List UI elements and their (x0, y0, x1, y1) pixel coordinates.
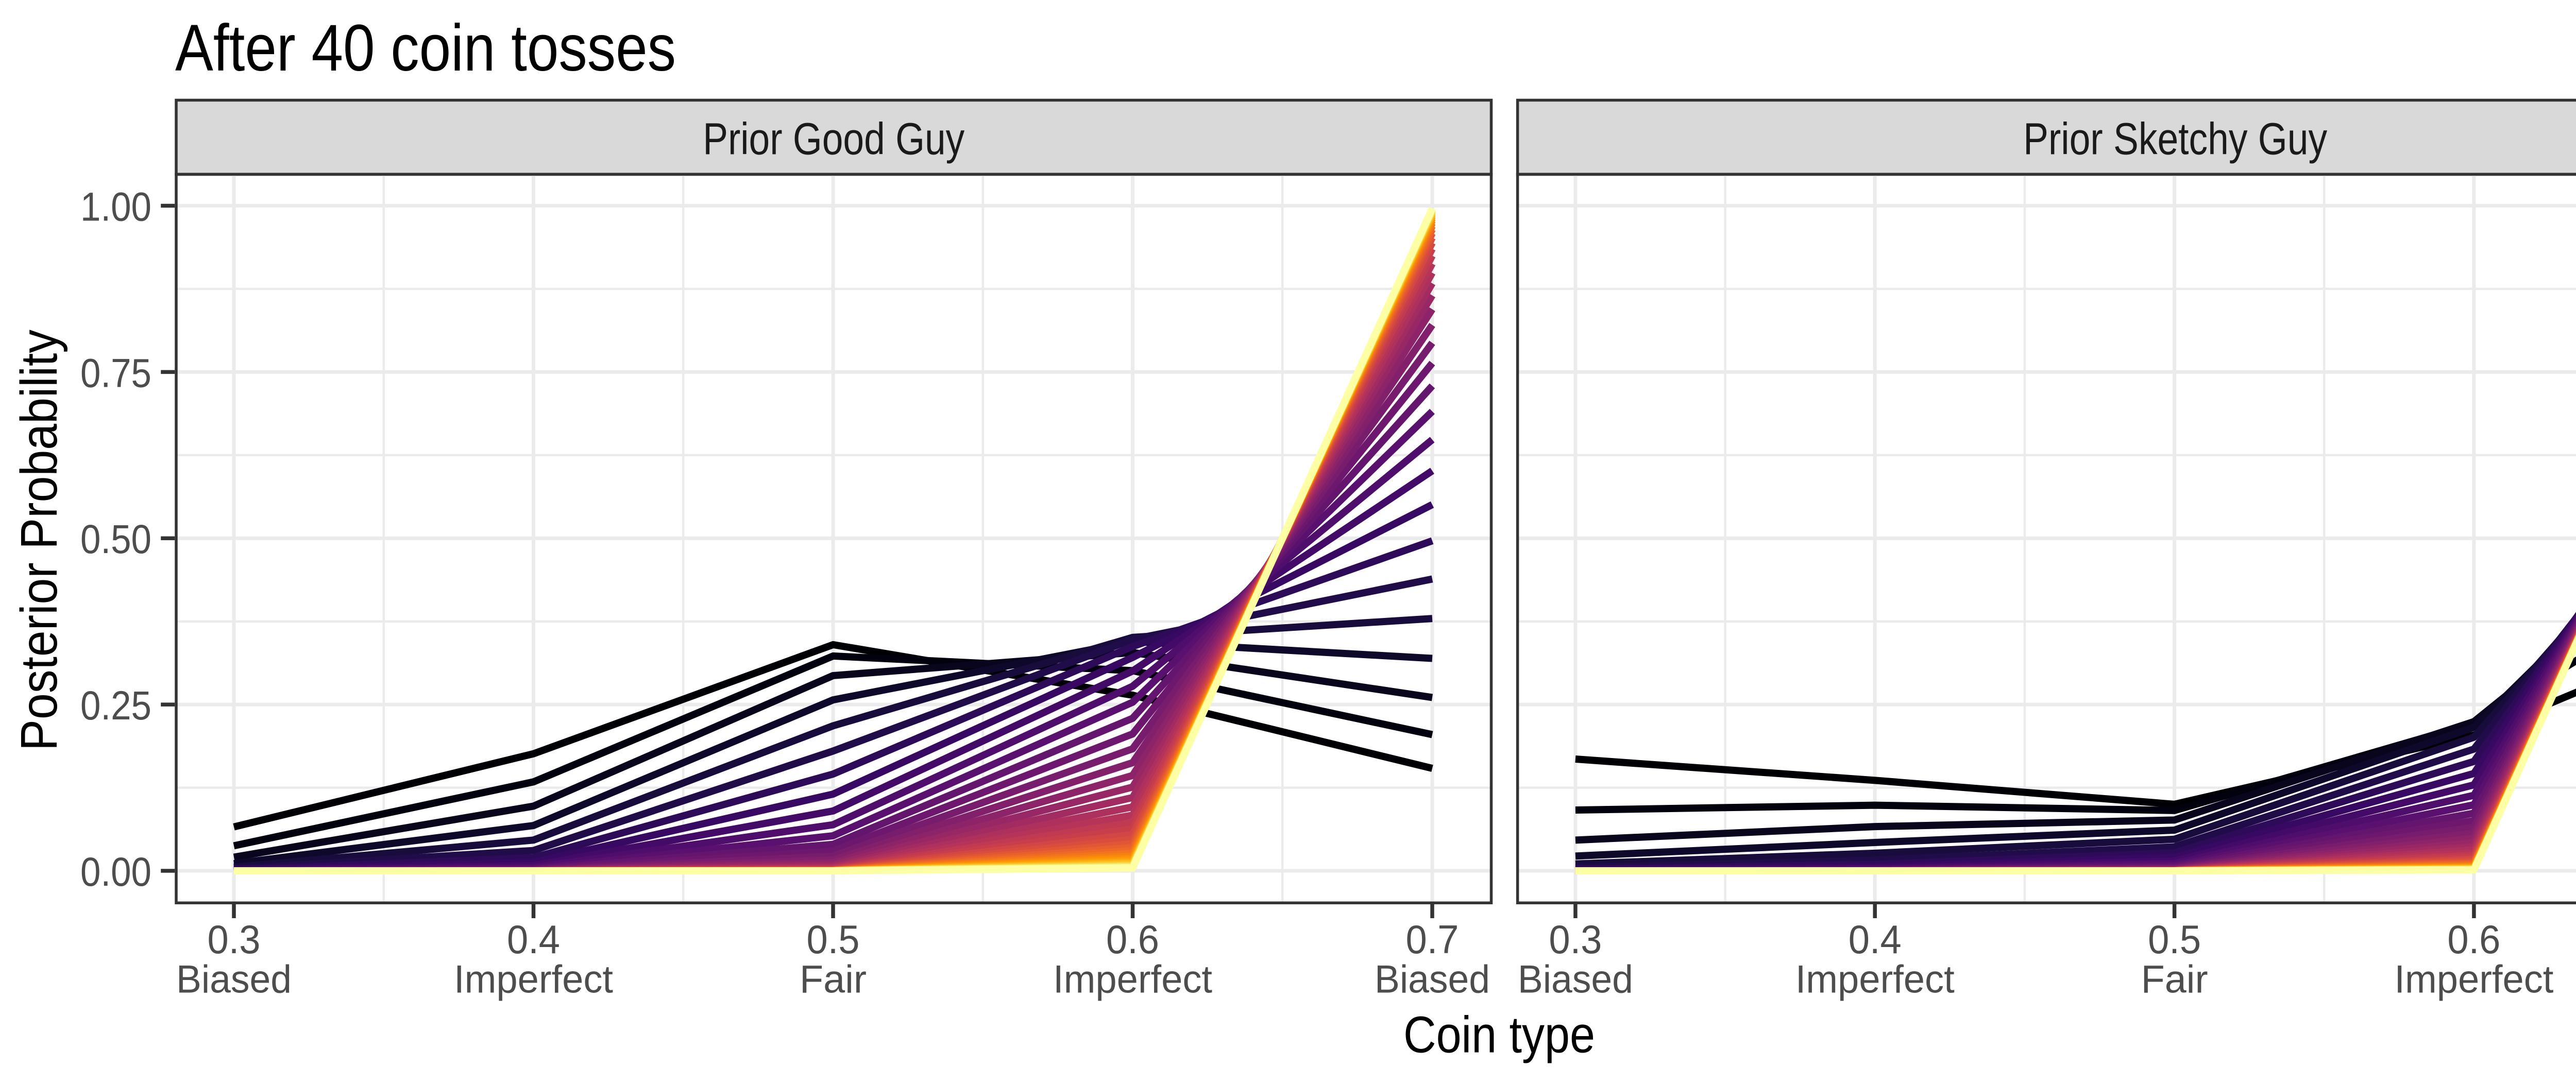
svg-text:Biased: Biased (1518, 958, 1633, 1002)
svg-text:0.5: 0.5 (807, 917, 860, 962)
svg-text:After 40 coin tosses: After 40 coin tosses (175, 11, 676, 85)
svg-text:0.50: 0.50 (80, 516, 151, 562)
svg-text:Fair: Fair (800, 958, 867, 1002)
svg-text:1.00: 1.00 (80, 184, 151, 230)
svg-text:0.75: 0.75 (80, 350, 151, 395)
svg-text:0.4: 0.4 (507, 917, 560, 962)
svg-text:Biased: Biased (1375, 958, 1490, 1002)
svg-text:Coin type: Coin type (1403, 1006, 1595, 1064)
svg-text:Biased: Biased (176, 958, 292, 1002)
svg-text:0.7: 0.7 (1406, 917, 1459, 962)
svg-text:0.4: 0.4 (1849, 917, 1902, 962)
svg-text:0.25: 0.25 (80, 682, 151, 728)
svg-text:Imperfect: Imperfect (2394, 958, 2553, 1002)
svg-text:0.6: 0.6 (1106, 917, 1159, 962)
svg-text:Fair: Fair (2141, 958, 2208, 1002)
svg-text:0.3: 0.3 (208, 917, 261, 962)
svg-text:Prior Sketchy Guy: Prior Sketchy Guy (2023, 114, 2327, 164)
svg-text:Prior Good Guy: Prior Good Guy (703, 114, 964, 164)
svg-text:0.5: 0.5 (2148, 917, 2201, 962)
svg-text:0.00: 0.00 (80, 849, 151, 894)
svg-text:Imperfect: Imperfect (1795, 958, 1955, 1002)
svg-text:0.3: 0.3 (1549, 917, 1602, 962)
svg-text:0.6: 0.6 (2447, 917, 2500, 962)
svg-text:Posterior Probability: Posterior Probability (10, 330, 68, 751)
svg-text:Imperfect: Imperfect (454, 958, 613, 1002)
svg-text:Imperfect: Imperfect (1053, 958, 1212, 1002)
